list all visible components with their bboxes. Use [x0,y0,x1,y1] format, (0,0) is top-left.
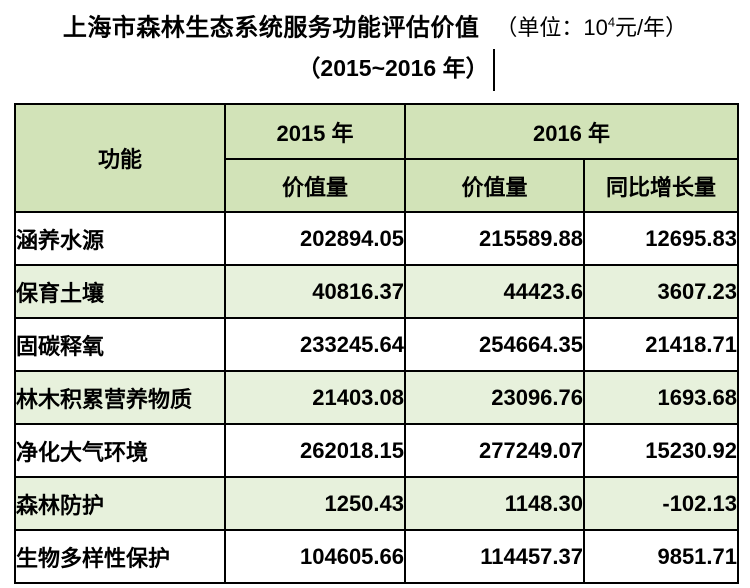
value-2015-cell[interactable]: 21403.08 [224,370,406,425]
document-title-line[interactable]: 上海市森林生态系统服务功能评估价值 （单位：104元/年） [0,6,750,48]
value-2015-cell[interactable]: 233245.64 [224,317,406,372]
function-name-cell[interactable]: 固碳释氧 [14,317,226,372]
value-2015-cell[interactable]: 1250.43 [224,476,406,531]
title-unit-prefix: （单位：10 [495,15,608,41]
value-2016-cell[interactable]: 215589.88 [404,211,585,266]
function-name-cell[interactable]: 涵养水源 [14,211,226,266]
function-name-cell[interactable]: 保育土壤 [14,264,226,319]
table-row: 固碳释氧 233245.64 254664.35 21418.71 [14,317,739,372]
document-subtitle: （2015~2016 年） [297,55,489,82]
growth-cell[interactable]: 3607.23 [583,264,739,319]
function-name-cell[interactable]: 净化大气环境 [14,423,226,478]
table-row: 森林防护 1250.43 1148.30 -102.13 [14,476,739,531]
value-2016-cell[interactable]: 254664.35 [404,317,585,372]
growth-cell[interactable]: 1693.68 [583,370,739,425]
value-2015-cell[interactable]: 40816.37 [224,264,406,319]
value-2015-cell[interactable]: 202894.05 [224,211,406,266]
eco-value-table: 功能 2015 年 2016 年 价值量 价值量 同比增长量 涵养水源 2028… [14,103,739,584]
text-cursor [492,49,495,92]
title-block: 上海市森林生态系统服务功能评估价值 （单位：104元/年） （2015~2016 … [0,6,750,92]
growth-cell[interactable]: 12695.83 [583,211,739,266]
header-value-2015[interactable]: 价值量 [224,158,406,213]
function-name-cell[interactable]: 林木积累营养物质 [14,370,226,425]
header-year-2016[interactable]: 2016 年 [404,103,739,160]
function-name-cell[interactable]: 森林防护 [14,476,226,531]
value-2016-cell[interactable]: 23096.76 [404,370,585,425]
value-2016-cell[interactable]: 114457.37 [404,529,585,584]
growth-cell[interactable]: 21418.71 [583,317,739,372]
growth-cell[interactable]: 15230.92 [583,423,739,478]
header-growth[interactable]: 同比增长量 [583,158,739,213]
title-unit-suffix: 元/年） [615,15,688,41]
title-unit-superscript: 4 [607,15,616,30]
value-2016-cell[interactable]: 44423.6 [404,264,585,319]
function-name-cell[interactable]: 生物多样性保护 [14,529,226,584]
value-2016-cell[interactable]: 277249.07 [404,423,585,478]
document-title: 上海市森林生态系统服务功能评估价值 [62,14,480,42]
table-row: 生物多样性保护 104605.66 114457.37 9851.71 [14,529,739,584]
value-2015-cell[interactable]: 262018.15 [224,423,406,478]
table-row: 净化大气环境 262018.15 277249.07 15230.92 [14,423,739,478]
title-unit: （单位：104元/年） [495,15,687,40]
header-value-2016[interactable]: 价值量 [404,158,585,213]
value-2016-cell[interactable]: 1148.30 [404,476,585,531]
header-year-2015[interactable]: 2015 年 [224,103,406,160]
table-row: 保育土壤 40816.37 44423.6 3607.23 [14,264,739,319]
growth-cell[interactable]: 9851.71 [583,529,739,584]
table-row: 林木积累营养物质 21403.08 23096.76 1693.68 [14,370,739,425]
value-2015-cell[interactable]: 104605.66 [224,529,406,584]
document-subtitle-line[interactable]: （2015~2016 年） [21,49,750,92]
table-row: 涵养水源 202894.05 215589.88 12695.83 [14,211,739,266]
growth-cell[interactable]: -102.13 [583,476,739,531]
header-function[interactable]: 功能 [14,103,226,213]
